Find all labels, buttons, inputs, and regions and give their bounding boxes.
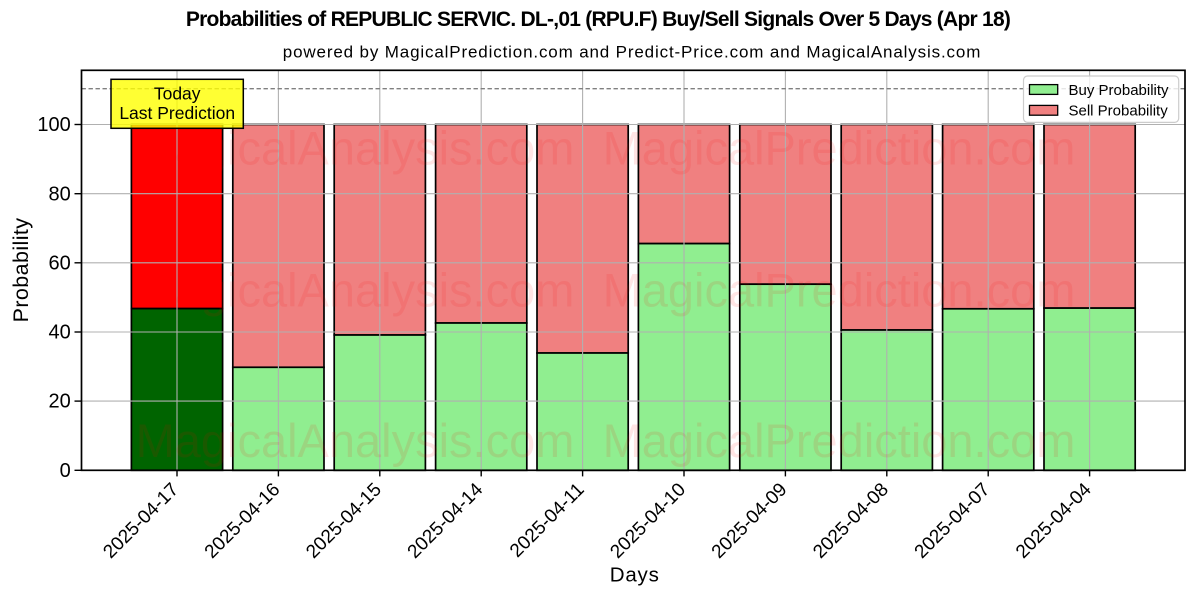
svg-text:Last Prediction: Last Prediction <box>119 103 235 123</box>
svg-text:20: 20 <box>49 391 71 413</box>
svg-text:powered by MagicalPrediction.c: powered by MagicalPrediction.com and Pre… <box>283 43 981 62</box>
svg-text:MagicalPrediction.com: MagicalPrediction.com <box>603 264 1076 317</box>
svg-text:MagicalAnalysis.com: MagicalAnalysis.com <box>136 414 575 467</box>
svg-text:Probability: Probability <box>9 218 33 323</box>
svg-text:40: 40 <box>49 322 71 344</box>
svg-text:Sell Probability: Sell Probability <box>1069 103 1169 120</box>
svg-text:Today: Today <box>154 83 201 103</box>
svg-text:100: 100 <box>37 114 70 136</box>
svg-text:60: 60 <box>49 252 71 274</box>
svg-text:MagicalPrediction.com: MagicalPrediction.com <box>603 122 1076 175</box>
svg-text:MagicalAnalysis.com: MagicalAnalysis.com <box>136 264 575 317</box>
svg-text:MagicalAnalysis.com: MagicalAnalysis.com <box>136 122 575 175</box>
svg-text:Buy Probability: Buy Probability <box>1069 82 1170 99</box>
svg-text:0: 0 <box>60 460 71 482</box>
svg-text:Probabilities of REPUBLIC SERV: Probabilities of REPUBLIC SERVIC. DL-,01… <box>186 8 1010 31</box>
svg-text:80: 80 <box>49 183 71 205</box>
svg-text:Days: Days <box>610 563 660 586</box>
svg-text:MagicalPrediction.com: MagicalPrediction.com <box>603 414 1076 467</box>
